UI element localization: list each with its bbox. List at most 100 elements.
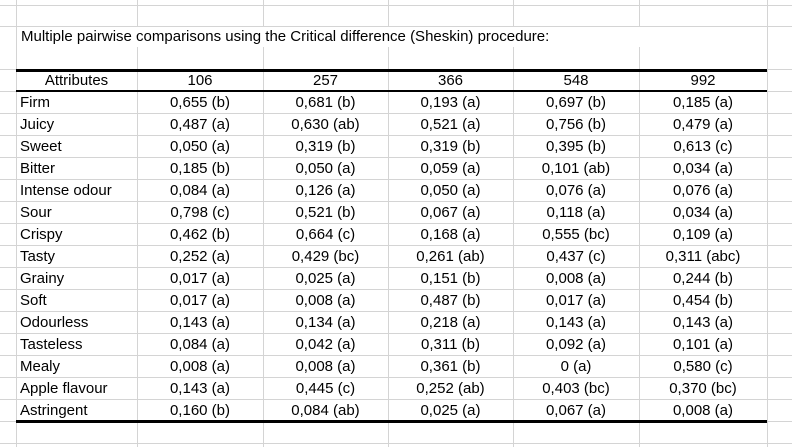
value-cell[interactable]: 0,126 (a) [295,182,356,199]
value-cell[interactable]: 0,555 (bc) [542,226,610,243]
value-cell[interactable]: 0,311 (b) [421,336,480,353]
value-cell[interactable]: 0,311 (abc) [665,248,741,265]
attribute-cell[interactable]: Firm [20,94,50,111]
value-cell[interactable]: 0,487 (b) [420,292,481,309]
value-cell[interactable]: 0,319 (b) [420,138,481,155]
attribute-cell[interactable]: Mealy [20,358,61,375]
column-header-992[interactable]: 992 [690,72,716,89]
column-header-548[interactable]: 548 [563,72,589,89]
value-cell[interactable]: 0,084 (a) [169,336,231,353]
value-cell[interactable]: 0,437 (c) [546,248,606,265]
value-cell[interactable]: 0,462 (b) [169,226,231,243]
attribute-cell[interactable]: Grainy [20,270,65,287]
value-cell[interactable]: 0,168 (a) [420,226,481,243]
attribute-cell[interactable]: Tasteless [20,336,83,353]
value-cell[interactable]: 0,664 (c) [295,226,356,243]
value-cell[interactable]: 0,109 (a) [672,226,734,243]
value-cell[interactable]: 0,143 (a) [545,314,607,331]
value-cell[interactable]: 0 (a) [560,358,592,375]
value-cell[interactable]: 0,008 (a) [295,358,356,375]
value-cell[interactable]: 0,050 (a) [295,160,356,177]
attribute-cell[interactable]: Crispy [20,226,63,243]
attribute-cell[interactable]: Soft [20,292,47,309]
value-cell[interactable]: 0,756 (b) [545,116,607,133]
table-header-row: Attributes 106 257 366 548 992 [16,69,767,92]
value-cell[interactable]: 0,319 (b) [295,138,356,155]
value-cell[interactable]: 0,681 (b) [295,94,356,111]
attribute-cell[interactable]: Juicy [20,116,55,133]
value-cell[interactable]: 0,008 (a) [169,358,231,375]
value-cell[interactable]: 0,134 (a) [295,314,356,331]
value-cell[interactable]: 0,445 (c) [295,380,356,397]
attribute-cell[interactable]: Odourless [20,314,89,331]
value-cell[interactable]: 0,008 (a) [545,270,607,287]
value-cell[interactable]: 0,160 (b) [169,402,231,419]
value-cell[interactable]: 0,521 (b) [295,204,356,221]
attribute-cell[interactable]: Sweet [20,138,62,155]
value-cell[interactable]: 0,017 (a) [545,292,607,309]
value-cell[interactable]: 0,042 (a) [295,336,356,353]
value-cell[interactable]: 0,143 (a) [169,314,231,331]
attribute-cell[interactable]: Apple flavour [20,380,108,397]
value-cell[interactable]: 0,143 (a) [169,380,231,397]
value-cell[interactable]: 0,370 (bc) [669,380,737,397]
value-cell[interactable]: 0,084 (a) [169,182,231,199]
value-cell[interactable]: 0,025 (a) [295,270,356,287]
column-header-attributes[interactable]: Attributes [44,72,109,89]
value-cell[interactable]: 0,185 (b) [169,160,231,177]
value-cell[interactable]: 0,613 (c) [673,138,733,155]
value-cell[interactable]: 0,403 (bc) [542,380,610,397]
value-cell[interactable]: 0,479 (a) [672,116,734,133]
value-cell[interactable]: 0,361 (b) [420,358,481,375]
column-header-257[interactable]: 257 [312,72,339,89]
value-cell[interactable]: 0,521 (a) [420,116,481,133]
value-cell[interactable]: 0,008 (a) [672,402,734,419]
column-header-366[interactable]: 366 [437,72,464,89]
table-row: Soft 0,017 (a) 0,008 (a) 0,487 (b) 0,017… [16,290,767,312]
value-cell[interactable]: 0,580 (c) [673,358,733,375]
attribute-cell[interactable]: Astringent [20,402,88,419]
value-cell[interactable]: 0,025 (a) [420,402,481,419]
value-cell[interactable]: 0,067 (a) [420,204,481,221]
value-cell[interactable]: 0,454 (b) [672,292,734,309]
value-cell[interactable]: 0,092 (a) [545,336,607,353]
value-cell[interactable]: 0,252 (ab) [416,380,485,397]
value-cell[interactable]: 0,218 (a) [420,314,481,331]
table-row: Odourless 0,143 (a) 0,134 (a) 0,218 (a) … [16,312,767,334]
value-cell[interactable]: 0,067 (a) [545,402,607,419]
value-cell[interactable]: 0,118 (a) [546,204,606,221]
value-cell[interactable]: 0,059 (a) [420,160,481,177]
column-header-106[interactable]: 106 [187,72,213,89]
value-cell[interactable]: 0,101 (ab) [541,160,611,177]
value-cell[interactable]: 0,193 (a) [420,94,481,111]
value-cell[interactable]: 0,252 (a) [169,248,231,265]
attribute-cell[interactable]: Sour [20,204,52,221]
value-cell[interactable]: 0,798 (c) [170,204,230,221]
value-cell[interactable]: 0,101 (a) [672,336,734,353]
value-cell[interactable]: 0,185 (a) [672,94,734,111]
title-cell[interactable]: Multiple pairwise comparisons using the … [17,27,641,47]
value-cell[interactable]: 0,034 (a) [672,160,734,177]
value-cell[interactable]: 0,244 (b) [672,270,734,287]
value-cell[interactable]: 0,050 (a) [420,182,481,199]
value-cell[interactable]: 0,017 (a) [169,270,231,287]
value-cell[interactable]: 0,050 (a) [169,138,231,155]
value-cell[interactable]: 0,630 (ab) [291,116,360,133]
value-cell[interactable]: 0,655 (b) [169,94,231,111]
value-cell[interactable]: 0,008 (a) [295,292,356,309]
value-cell[interactable]: 0,487 (a) [169,116,231,133]
attribute-cell[interactable]: Intense odour [20,182,112,199]
value-cell[interactable]: 0,017 (a) [169,292,231,309]
value-cell[interactable]: 0,395 (b) [545,138,607,155]
value-cell[interactable]: 0,034 (a) [672,204,734,221]
attribute-cell[interactable]: Tasty [20,248,56,265]
attribute-cell[interactable]: Bitter [20,160,56,177]
value-cell[interactable]: 0,151 (b) [420,270,481,287]
value-cell[interactable]: 0,143 (a) [672,314,734,331]
value-cell[interactable]: 0,076 (a) [672,182,734,199]
value-cell[interactable]: 0,261 (ab) [416,248,485,265]
value-cell[interactable]: 0,084 (ab) [291,402,360,419]
value-cell[interactable]: 0,429 (bc) [291,248,360,265]
value-cell[interactable]: 0,697 (b) [545,94,607,111]
value-cell[interactable]: 0,076 (a) [545,182,607,199]
